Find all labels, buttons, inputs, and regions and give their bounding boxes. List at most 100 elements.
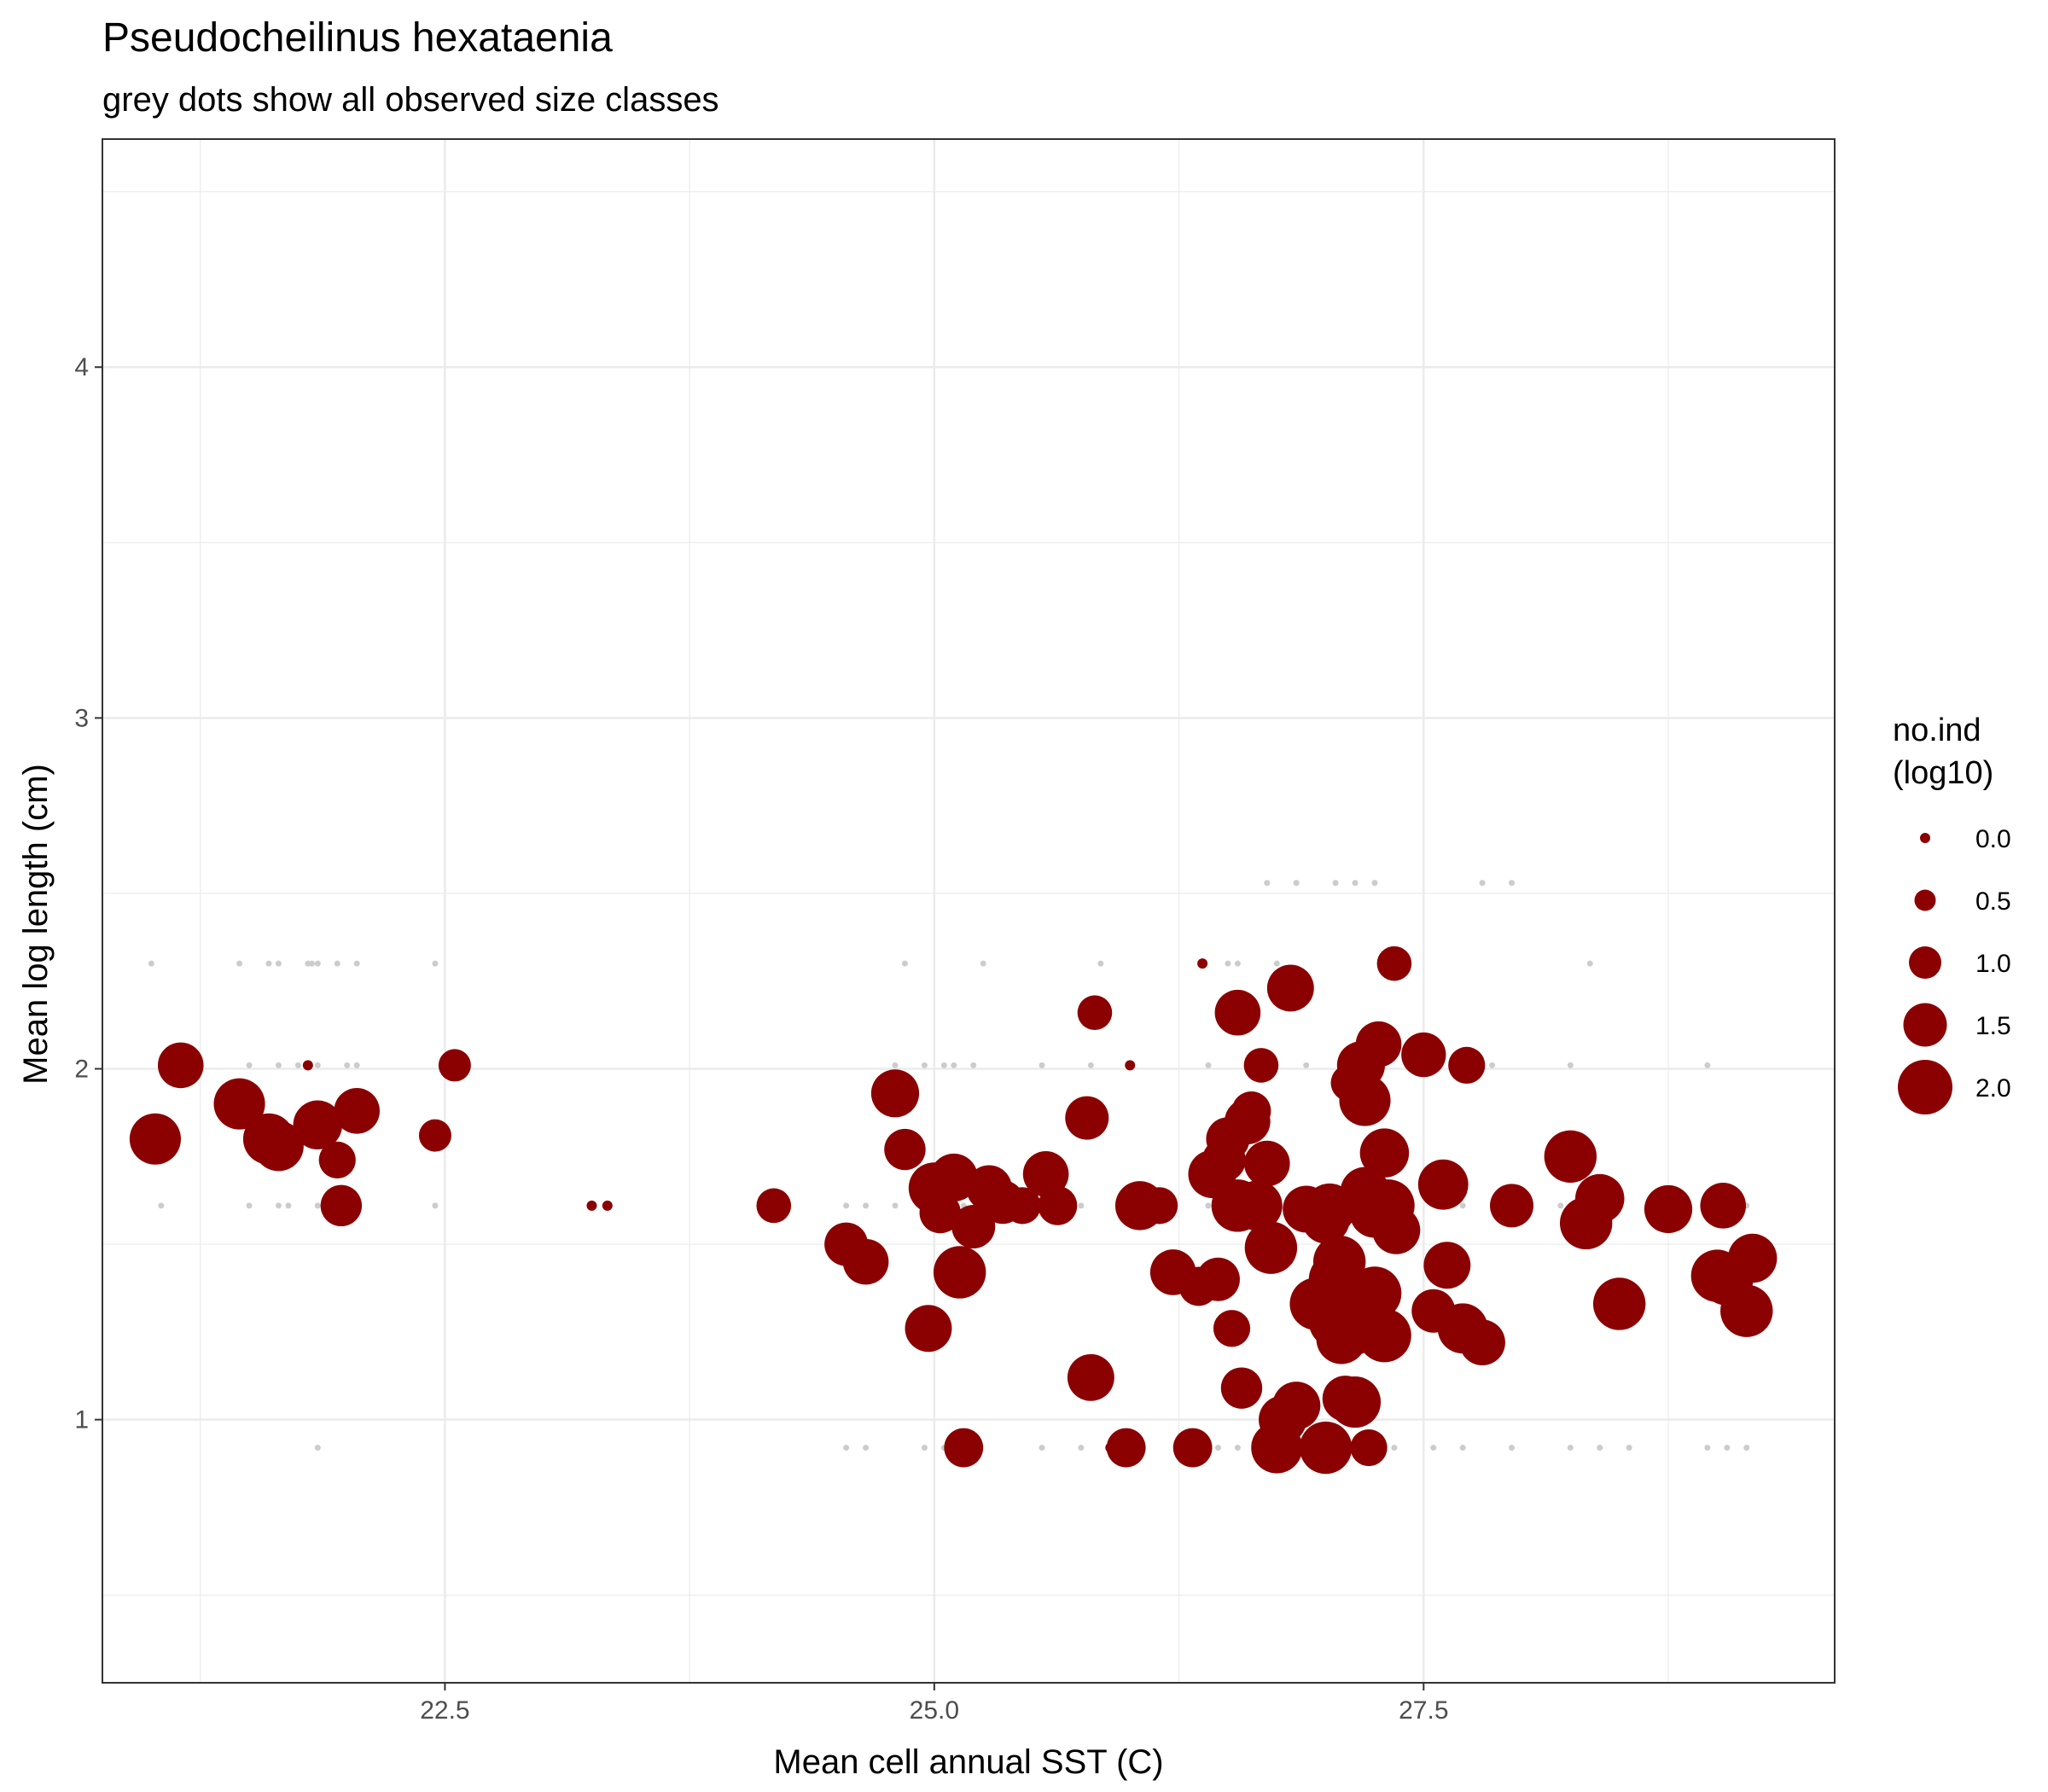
data-point [1106,1428,1146,1468]
data-point [1213,1310,1251,1347]
legend-label: 0.0 [1975,825,2011,853]
x-axis-title: Mean cell annual SST (C) [773,1743,1163,1781]
background-point [314,1062,321,1068]
background-point [1234,960,1241,967]
data-point [756,1188,792,1224]
background-point [1078,1202,1085,1209]
background-point [1039,1445,1045,1452]
data-point [602,1200,613,1211]
data-point [293,1100,343,1150]
background-point [1078,1445,1085,1452]
background-point [1586,960,1593,967]
background-point [275,1202,282,1209]
data-point [302,1060,313,1071]
data-point [1574,1173,1625,1224]
data-point [944,1428,984,1468]
legend-title: (log10) [1893,755,1993,791]
data-point [905,1305,952,1353]
data-point [1141,1187,1178,1225]
y-axis: 1 2 3 4 [74,353,102,1434]
data-point [1266,964,1314,1012]
data-point [157,1042,204,1089]
data-point [1592,1277,1646,1330]
data-point [1067,1353,1114,1401]
data-point [1417,1159,1469,1210]
data-point [1358,1308,1411,1363]
size-legend: no.ind (log10) 0.0 0.5 1.0 1.5 2.0 [1893,713,2011,1114]
y-tick-label: 2 [74,1056,89,1084]
background-point [432,960,439,967]
background-point [265,960,272,967]
background-point [843,1202,850,1209]
data-point [1038,1185,1078,1225]
data-point [438,1049,471,1082]
data-point [1355,1021,1402,1068]
background-point [275,960,282,967]
data-point [1720,1284,1773,1337]
background-point [1205,1062,1212,1068]
background-point [236,960,243,967]
data-point [1350,1428,1388,1467]
data-point [1312,1235,1366,1289]
background-point [1352,880,1359,887]
background-point [1567,1062,1574,1068]
legend-label: 2.0 [1975,1074,2011,1103]
data-point [933,1246,986,1299]
background-point [921,1062,928,1068]
data-point [1244,1140,1290,1187]
data-point [1544,1130,1597,1183]
y-axis-title: Mean log length (cm) [17,764,55,1085]
data-point [1077,995,1113,1031]
background-point [148,960,154,967]
data-point [1339,1074,1391,1126]
data-point [1401,1032,1446,1078]
plot-panel [102,139,1835,1683]
background-point [921,1445,928,1452]
background-point [1225,960,1231,967]
legend-key [1898,1060,1952,1114]
data-point [929,1153,978,1202]
background-point [1273,960,1280,967]
data-point [253,1120,304,1172]
data-point [1022,1151,1069,1197]
background-point [1214,1445,1221,1452]
data-point [1197,958,1208,969]
background-point [1097,960,1104,967]
legend-key [1909,946,1941,979]
data-point [1459,1319,1505,1365]
data-point [1125,1060,1136,1071]
background-point [940,1062,947,1068]
background-point [1724,1445,1731,1452]
legend-key [1920,833,1930,843]
panel-background [102,139,1835,1683]
data-point [1004,1187,1041,1225]
x-tick-label: 25.0 [910,1696,959,1725]
background-point [1509,880,1516,887]
data-point [870,1069,920,1118]
background-point [1479,880,1486,887]
data-point [1359,1128,1410,1178]
data-point [129,1113,181,1165]
data-point [919,1191,961,1234]
background-point [892,1062,899,1068]
legend-key [1903,1003,1947,1047]
data-point [1220,1367,1263,1409]
background-point [314,1445,321,1452]
background-point [1234,1445,1241,1452]
background-point [344,1062,351,1068]
panel-border [102,138,1836,1684]
background-point [353,960,360,967]
background-point [314,1202,321,1209]
data-point [1700,1183,1747,1229]
data-point [1376,945,1412,981]
data-points [129,945,1777,1475]
background-point [1743,1445,1750,1452]
background-point [980,960,986,967]
background-point [951,1062,957,1068]
background-point [970,1062,977,1068]
background-point [314,960,321,967]
background-point [863,1202,870,1209]
background-point [1430,1445,1437,1452]
data-point [1347,1266,1402,1320]
